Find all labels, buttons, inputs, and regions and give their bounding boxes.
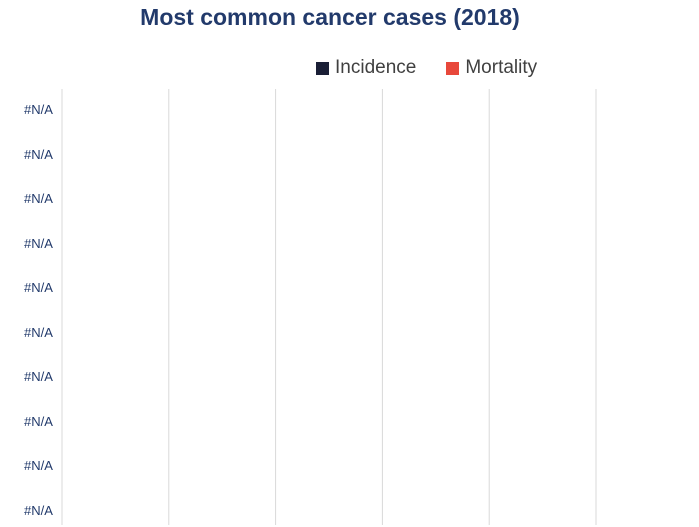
category-label: #N/A [24,502,53,518]
legend-label-mortality: Mortality [465,57,538,78]
category-label: #N/A [24,191,53,206]
category-label: #N/A [24,324,53,340]
legend-item-incidence: Incidence [316,57,416,79]
category-label: #N/A [24,280,53,295]
legend-swatch-mortality [446,61,460,75]
category-label: #N/A [24,235,53,251]
legend-swatch-incidence [316,61,329,75]
legend: Incidence Mortality [316,57,537,79]
chart-title: Most common cancer cases (2018) [140,4,520,30]
category-label: #N/A [24,146,53,162]
category-label: #N/A [24,102,53,117]
category-label: #N/A [24,413,53,429]
category-label: #N/A [24,458,53,473]
legend-label-incidence: Incidence [335,57,417,78]
legend-item-mortality: Mortality [446,57,537,79]
category-label: #N/A [24,369,53,384]
